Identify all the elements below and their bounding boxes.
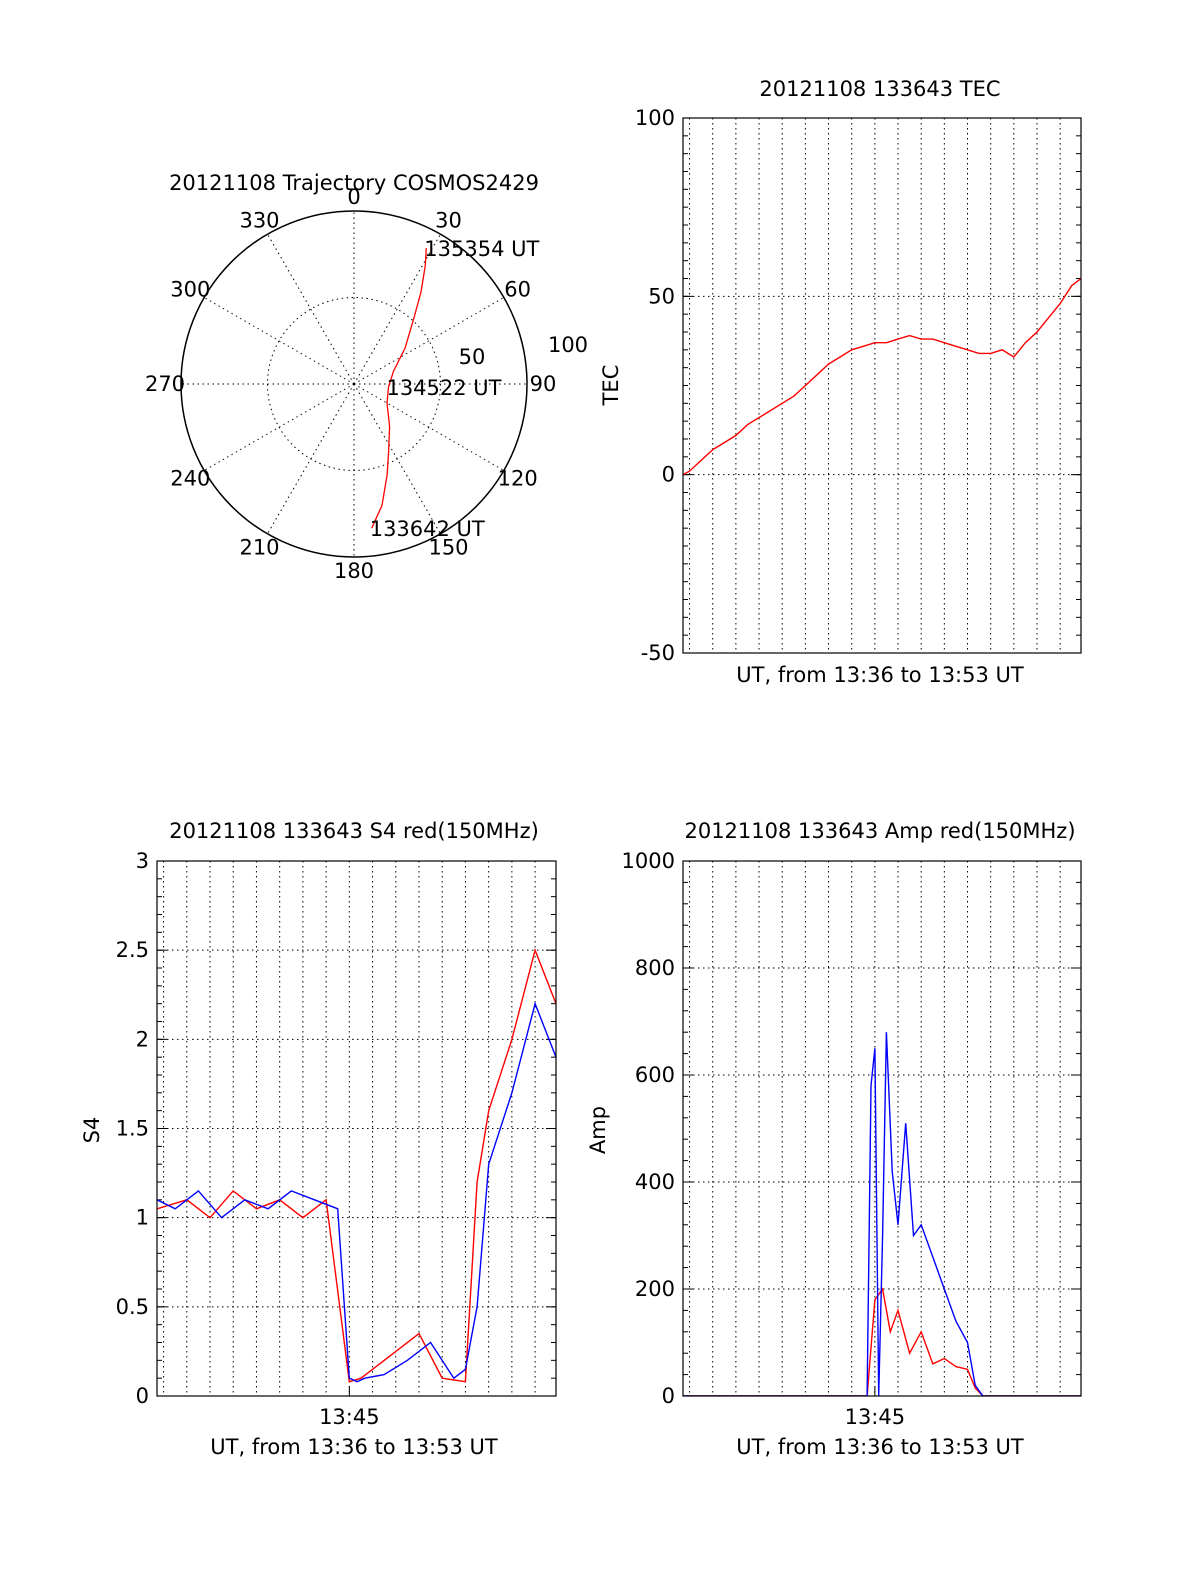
y-tick-label: 3 [136, 849, 149, 873]
tec-ylabel: TEC [599, 365, 623, 407]
y-tick-label: 600 [635, 1063, 675, 1087]
s4-ylabel: S4 [80, 1117, 104, 1144]
polar-azimuth-label: 180 [334, 559, 374, 583]
y-tick-label: 1000 [622, 849, 675, 873]
plot-frame [682, 860, 1082, 1397]
y-tick-label: 0.5 [116, 1295, 149, 1319]
polar-ring-50 [267, 297, 441, 471]
polar-azimuth-label: 240 [170, 467, 210, 491]
y-tick-label: 100 [635, 106, 675, 130]
y-tick-label: 800 [635, 956, 675, 980]
y-tick-label: 0 [136, 1384, 149, 1408]
series-line-red [683, 277, 1081, 476]
polar-spoke [267, 233, 355, 385]
trajectory-line [371, 248, 427, 529]
y-tick-label: 400 [635, 1170, 675, 1194]
x-tick-label: 13:45 [845, 1405, 906, 1429]
amp-ylabel: Amp [586, 1106, 610, 1154]
y-tick-label: 2.5 [116, 938, 149, 962]
amp-xlabel: UT, from 13:36 to 13:53 UT [736, 1435, 1024, 1459]
series-line-red [683, 1287, 1081, 1396]
s4-title: 20121108 133643 S4 red(150MHz) [169, 819, 539, 843]
polar-azimuth-label: 330 [239, 208, 279, 232]
polar-azimuth-label: 0 [347, 185, 360, 209]
polar-azimuth-label: 60 [504, 278, 531, 302]
y-tick-label: 200 [635, 1277, 675, 1301]
polar-spoke [353, 233, 441, 385]
tec-xlabel: UT, from 13:36 to 13:53 UT [736, 663, 1024, 687]
plot-frame [682, 117, 1082, 654]
y-tick-label: 1.5 [116, 1117, 149, 1141]
series-line-red [157, 947, 556, 1383]
polar-radial-label: 100 [548, 333, 588, 357]
series-line-blue [683, 1032, 1081, 1396]
polar-azimuth-label: 210 [239, 536, 279, 560]
polar-outer-ring [180, 210, 528, 558]
polar-azimuth-label: 300 [170, 278, 210, 302]
s4-plot: 20121108 133643 S4 red(150MHz) UT, from … [80, 819, 557, 1459]
y-tick-label: 2 [136, 1027, 149, 1051]
tec-title: 20121108 133643 TEC [759, 77, 1000, 101]
polar-azimuth-label: 150 [428, 536, 468, 560]
plot-frame [156, 860, 557, 1397]
y-tick-label: -50 [641, 641, 675, 665]
y-tick-label: 1 [136, 1206, 149, 1230]
polar-spoke [353, 297, 505, 385]
polar-azimuth-label: 270 [145, 372, 185, 396]
y-tick-label: 0 [662, 1384, 675, 1408]
polar-radial-label: 50 [459, 345, 486, 369]
polar-azimuth-label: 90 [530, 372, 557, 396]
trajectory-time-label: 135354 UT [424, 237, 539, 261]
polar-spoke [203, 297, 355, 385]
polar-azimuth-label: 120 [498, 467, 538, 491]
polar-azimuth-label: 30 [435, 208, 462, 232]
series-line-blue [157, 1001, 556, 1383]
x-tick-label: 13:45 [319, 1405, 380, 1429]
trajectory-time-label: 134522 UT [386, 376, 501, 400]
y-tick-label: 0 [662, 463, 675, 487]
y-tick-label: 50 [648, 284, 675, 308]
polar-trajectory-plot: 20121108 Trajectory COSMOS2429 0 30 60 90 12… [145, 171, 588, 583]
amp-title: 20121108 133643 Amp red(150MHz) [684, 819, 1075, 843]
amp-plot: 20121108 133643 Amp red(150MHz) UT, from… [586, 819, 1082, 1459]
trajectory-time-label: 133642 UT [370, 517, 485, 541]
tec-plot: 20121108 133643 TEC UT, from 13:36 to 13… [599, 77, 1082, 687]
polar-title: 20121108 Trajectory COSMOS2429 [169, 171, 539, 195]
s4-xlabel: UT, from 13:36 to 13:53 UT [210, 1435, 498, 1459]
